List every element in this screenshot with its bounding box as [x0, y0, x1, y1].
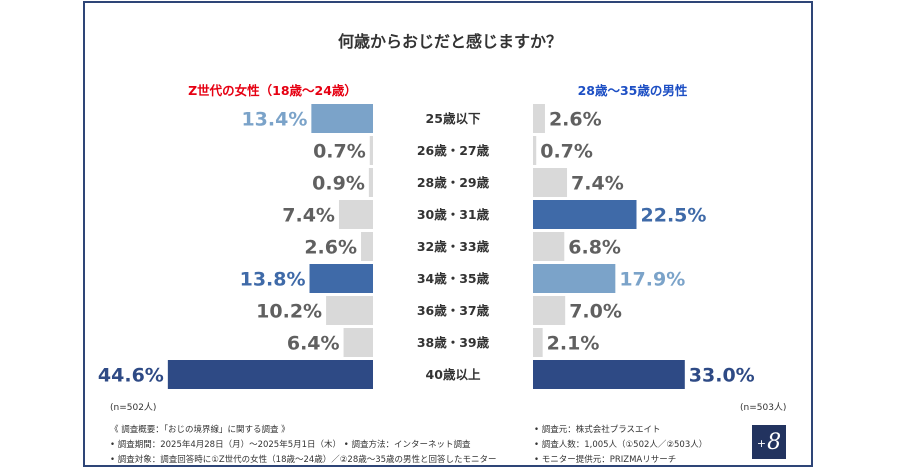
bar-right — [533, 232, 565, 261]
value-label-left: 7.4% — [282, 205, 335, 227]
value-label-left: 44.6% — [98, 365, 164, 387]
survey-notes-left: 《 調査概要：「おじの境界線」に関する調査 》 • 調査期間：2025年4月28… — [110, 423, 497, 468]
logo-plus: + — [756, 436, 767, 450]
note-line: 《 調査概要：「おじの境界線」に関する調査 》 — [110, 425, 290, 435]
bar-right — [533, 168, 568, 197]
bar-left — [368, 168, 373, 197]
bar-right — [533, 136, 537, 165]
note-line: • 調査対象：調査回答時に①Z世代の女性（18歳～24歳）／②28歳～35歳の男… — [110, 455, 497, 465]
bar-left — [343, 328, 373, 357]
logo-eight: 8 — [767, 429, 782, 455]
bar-right — [533, 264, 616, 293]
bar-left — [167, 360, 373, 389]
bar-right — [533, 104, 545, 133]
bar-right — [533, 200, 637, 229]
category-label: 32歳・33歳 — [417, 239, 490, 254]
category-label: 26歳・27歳 — [417, 143, 490, 158]
note-line: • モニター提供元：PRIZMAリサーチ — [534, 455, 677, 465]
chart-title: 何歳からおじだと感じますか？ — [337, 32, 562, 51]
sample-size-left: (n=502人) — [110, 403, 157, 413]
bar-left — [361, 232, 373, 261]
category-label: 34歳・35歳 — [417, 271, 490, 286]
value-label-right: 2.6% — [549, 109, 602, 131]
category-label: 28歳・29歳 — [417, 175, 490, 190]
bar-left — [309, 264, 373, 293]
category-label: 38歳・39歳 — [417, 335, 490, 350]
bar-left — [311, 104, 373, 133]
bar-left — [369, 136, 373, 165]
category-label: 30歳・31歳 — [417, 207, 490, 222]
bar-right — [533, 328, 543, 357]
value-label-left: 0.7% — [313, 141, 366, 163]
value-label-right: 22.5% — [641, 205, 707, 227]
plus-eight-logo: + 8 — [752, 425, 786, 459]
value-label-right: 2.1% — [547, 333, 600, 355]
value-label-left: 6.4% — [287, 333, 340, 355]
survey-notes-right: • 調査元：株式会社プラスエイト • 調査人数：1,005人（①502人／②50… — [534, 423, 707, 468]
category-label: 25歳以下 — [426, 111, 481, 126]
note-line: • 調査期間：2025年4月28日（月）～2025年5月1日（木） • 調査方法… — [110, 440, 471, 450]
sample-size-right: (n=503人) — [740, 403, 787, 413]
value-label-right: 0.7% — [540, 141, 593, 163]
bar-left — [326, 296, 373, 325]
value-label-right: 6.8% — [568, 237, 621, 259]
value-label-right: 17.9% — [619, 269, 685, 291]
chart-frame — [83, 1, 813, 467]
value-label-left: 10.2% — [256, 301, 322, 323]
value-label-right: 33.0% — [689, 365, 755, 387]
value-label-left: 2.6% — [304, 237, 357, 259]
category-label: 36歳・37歳 — [417, 303, 490, 318]
value-label-left: 13.4% — [241, 109, 307, 131]
left-group-title: Z世代の女性（18歳～24歳） — [188, 83, 357, 98]
bar-right — [533, 296, 566, 325]
note-line: • 調査元：株式会社プラスエイト — [534, 425, 661, 435]
bar-right — [533, 360, 685, 389]
value-label-left: 0.9% — [312, 173, 365, 195]
value-label-right: 7.0% — [569, 301, 622, 323]
value-label-left: 13.8% — [240, 269, 306, 291]
bar-left — [338, 200, 373, 229]
category-label: 40歳以上 — [426, 367, 481, 382]
note-line: • 調査人数：1,005人（①502人／②503人） — [534, 440, 708, 450]
right-group-title: 28歳～35歳の男性 — [577, 83, 688, 98]
value-label-right: 7.4% — [571, 173, 624, 195]
